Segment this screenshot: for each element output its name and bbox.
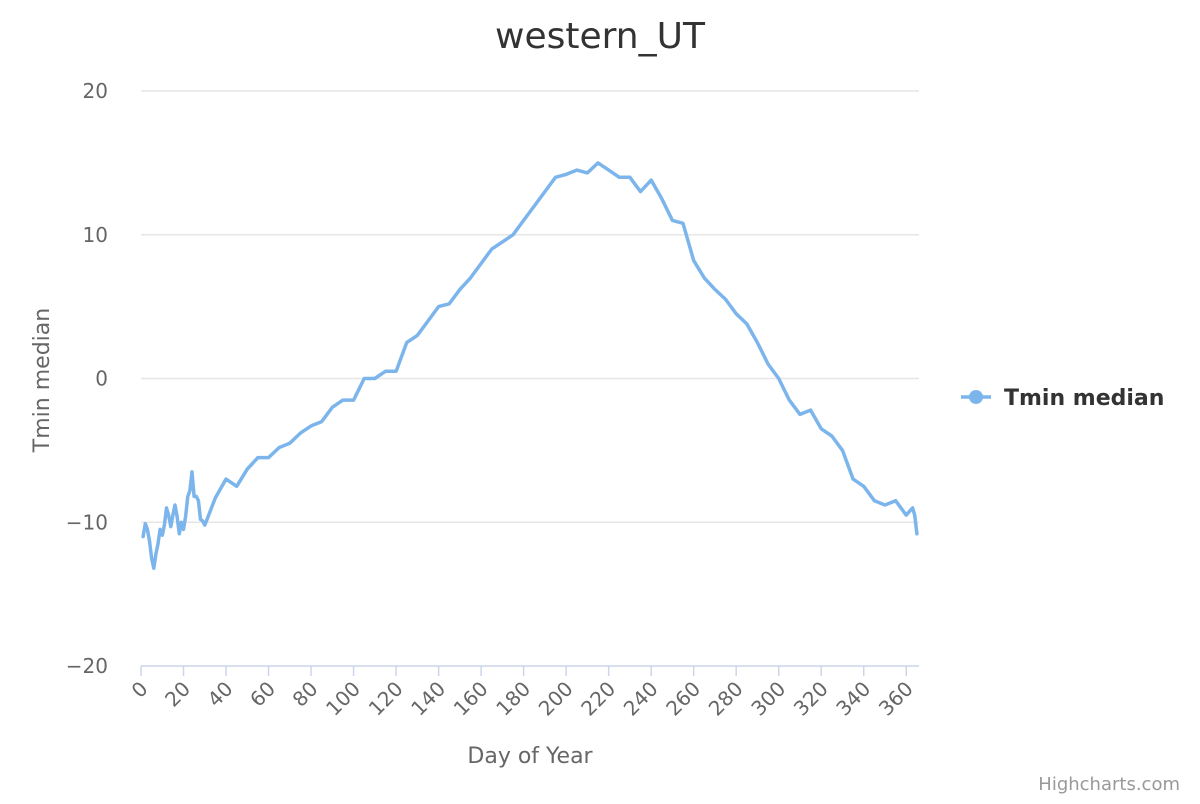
y-tick-label: 0 xyxy=(95,367,108,391)
y-axis-title: Tmin median xyxy=(30,308,55,453)
x-tick-label: 160 xyxy=(449,677,493,721)
legend-label[interactable]: Tmin median xyxy=(1004,386,1164,411)
x-tick-label: 280 xyxy=(704,677,748,721)
x-tick-label: 360 xyxy=(874,677,918,721)
y-tick-label: −20 xyxy=(66,654,108,678)
legend[interactable]: Tmin median xyxy=(961,386,1164,411)
y-tick-label: −10 xyxy=(66,510,108,534)
x-tick-label: 40 xyxy=(203,677,238,712)
series-group xyxy=(141,161,919,571)
x-tick-label: 300 xyxy=(746,677,790,721)
x-axis: 0 20 40 60 801001201401601802002202402602803… xyxy=(127,665,919,721)
x-tick-label: 100 xyxy=(321,677,365,721)
series-line-tmin-median[interactable] xyxy=(141,161,919,571)
x-tick-label: 140 xyxy=(406,677,450,721)
chart-title: western_UT xyxy=(495,16,706,57)
x-tick-label: 60 xyxy=(245,677,280,712)
legend-marker[interactable] xyxy=(969,390,983,404)
x-tick-label: 220 xyxy=(576,677,620,721)
x-tick-label: 0 xyxy=(127,677,153,703)
x-tick-label: 80 xyxy=(288,677,323,712)
x-axis-title: Day of Year xyxy=(467,744,593,769)
x-tick-label: 120 xyxy=(364,677,408,721)
credits-label[interactable]: Highcharts.com xyxy=(1038,774,1180,795)
x-tick-label: 260 xyxy=(661,677,705,721)
grid-lines xyxy=(141,90,919,523)
x-tick-label: 200 xyxy=(534,677,578,721)
x-tick-label: 320 xyxy=(789,677,833,721)
x-tick-label: 240 xyxy=(619,677,663,721)
y-tick-label: 20 xyxy=(83,79,108,103)
y-tick-label: 10 xyxy=(83,223,108,247)
x-tick-label: 20 xyxy=(160,677,195,712)
x-tick-label: 180 xyxy=(491,677,535,721)
x-tick-label: 340 xyxy=(831,677,875,721)
y-axis-tick-labels: −20 −10 0 10 20 xyxy=(66,79,108,678)
